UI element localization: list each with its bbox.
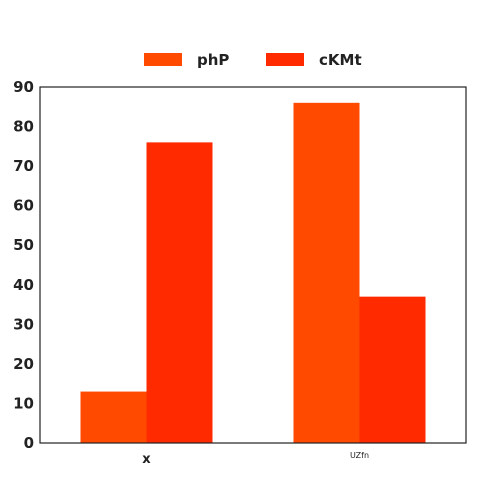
legend-swatch-phP (144, 53, 182, 66)
plot-frame (39, 86, 467, 444)
legend-label-cKMt: cKMt (319, 51, 362, 69)
y-tick-label: 90 (13, 78, 34, 96)
y-tick-label: 70 (13, 157, 34, 175)
legend: phP cKMt (144, 51, 362, 69)
y-tick-label: 60 (13, 197, 34, 215)
bar-cKMt-UZfn (359, 296, 426, 443)
y-tick-label: 10 (13, 394, 34, 412)
bars (80, 102, 426, 444)
x-tick-label: UZfn (350, 451, 369, 460)
y-tick-label: 50 (13, 236, 34, 254)
x-axis: x UZfn (142, 451, 369, 467)
y-tick-label: 20 (13, 355, 34, 373)
bar-cKMt-x (146, 142, 213, 443)
y-tick-label: 80 (13, 118, 34, 136)
bar-phP-x (80, 391, 147, 443)
bar-phP-UZfn (293, 102, 360, 444)
x-tick-label: x (142, 452, 151, 467)
y-tick-label: 30 (13, 315, 34, 333)
y-tick-label: 0 (24, 434, 34, 452)
legend-label-phP: phP (197, 51, 229, 69)
y-tick-label: 40 (13, 276, 34, 294)
legend-swatch-cKMt (266, 53, 304, 66)
y-axis: 0 10 20 30 40 50 60 70 80 90 (13, 78, 34, 452)
